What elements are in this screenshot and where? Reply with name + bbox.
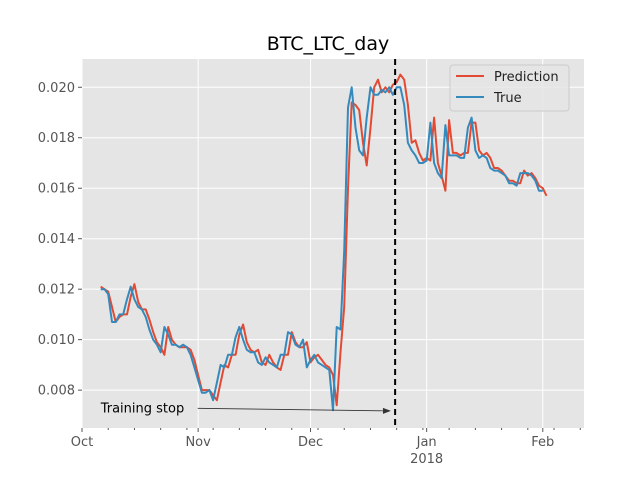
legend-label-prediction: Prediction	[494, 70, 559, 85]
grid	[81, 59, 584, 428]
y-tick-label: 0.016	[38, 182, 75, 197]
y-tick-label: 0.008	[38, 384, 75, 399]
x-tick-label: Feb	[531, 435, 554, 450]
x-tick-label: Jan	[416, 435, 437, 450]
plot-area	[82, 59, 584, 428]
legend-label-true: True	[493, 91, 522, 106]
x-tick-sublabel: 2018	[410, 452, 443, 467]
series-lines	[100, 73, 548, 412]
y-tick-label: 0.012	[38, 283, 75, 298]
annotation-text: Training stop	[100, 401, 185, 416]
y-tick-label: 0.014	[38, 232, 75, 247]
y-tick-label: 0.010	[38, 333, 75, 348]
annotation: Training stop	[100, 401, 391, 416]
annotation-arrow	[197, 407, 385, 412]
x-tick-label: Dec	[298, 435, 323, 450]
annotation-arrowhead	[382, 407, 391, 414]
y-tick-label: 0.020	[38, 81, 75, 96]
y-tick-label: 0.018	[38, 131, 75, 146]
x-tick-label: Oct	[71, 435, 93, 450]
legend: Prediction True	[449, 64, 570, 112]
chart-title: BTC_LTC_day	[267, 33, 389, 55]
axis-ticks: 0.008 0.010 0.012 0.014 0.016 0.018 0.020 Oct No…	[38, 81, 581, 467]
x-tick-label: Nov	[185, 435, 211, 450]
series-line-true	[100, 86, 543, 412]
